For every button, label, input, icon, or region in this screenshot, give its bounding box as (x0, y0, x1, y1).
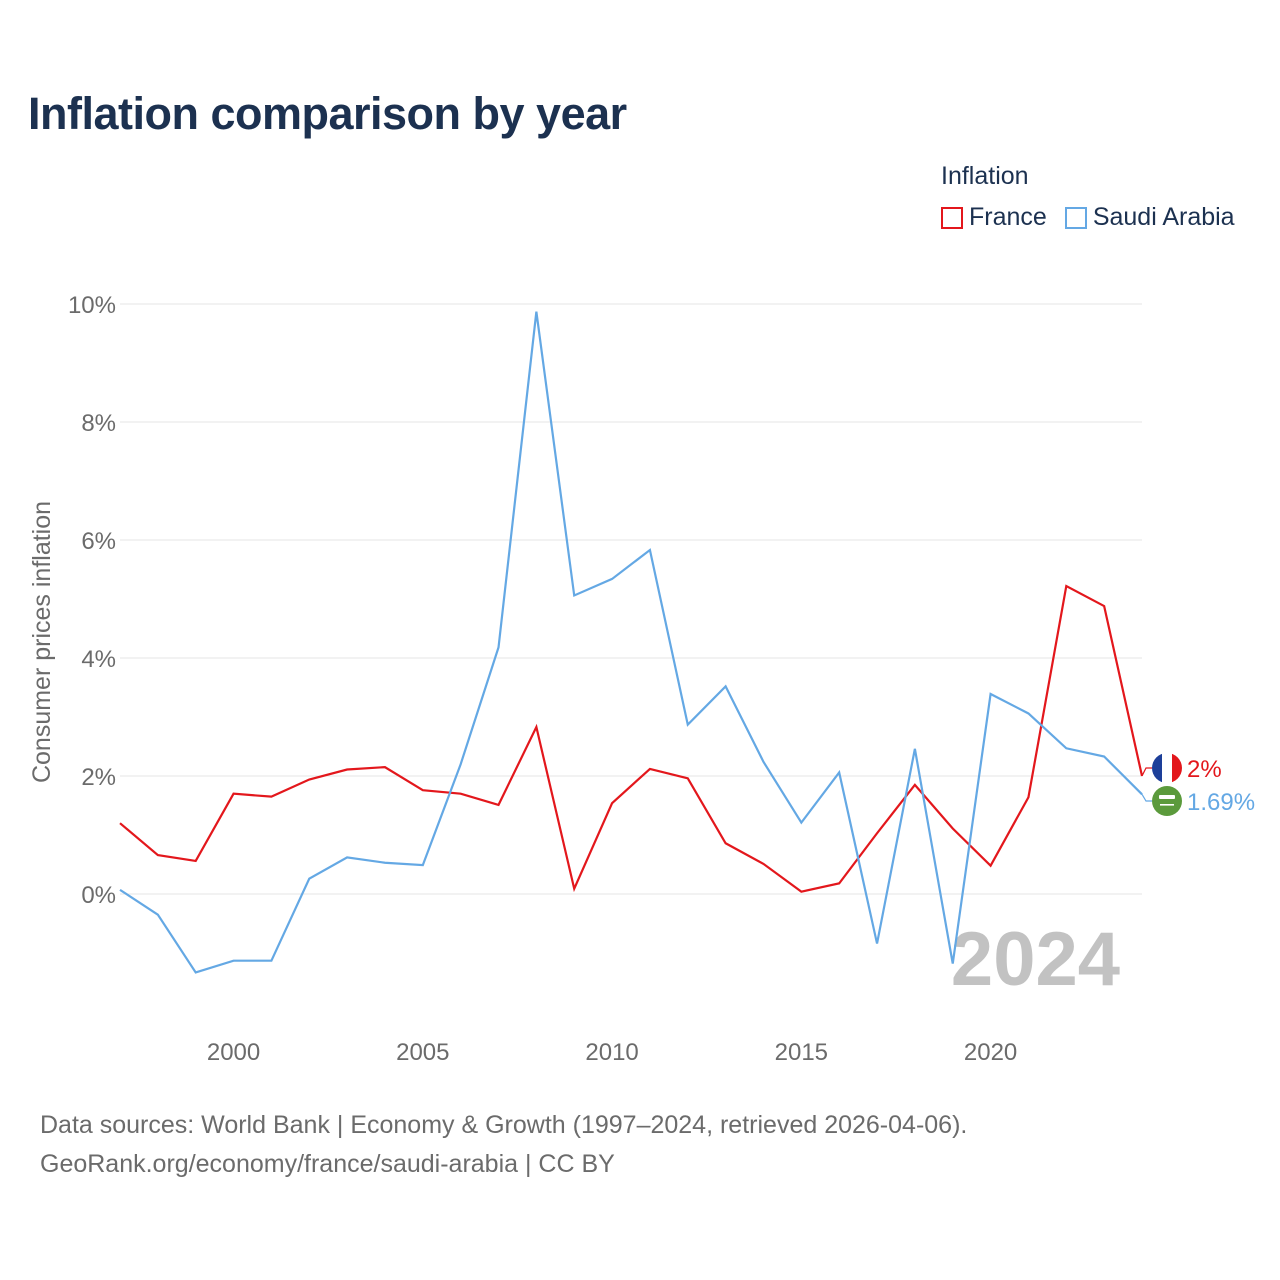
x-tick-label: 2015 (775, 1039, 828, 1066)
x-tick-label: 2010 (585, 1039, 638, 1066)
source-note: Data sources: World Bank | Economy & Gro… (40, 1106, 967, 1184)
x-axis-ticks: 2000 2005 2010 2015 2020 (207, 1039, 1017, 1066)
line-chart: 0% 2% 4% 6% 8% 10% 2000 2005 2010 2015 2020 Consu… (0, 0, 1280, 1280)
series-lines (120, 312, 1142, 973)
end-value-label: 1.69% (1187, 789, 1255, 816)
saudi-arabia-flag-icon (1152, 786, 1182, 816)
source-line-2[interactable]: GeoRank.org/economy/france/saudi-arabia … (40, 1145, 967, 1184)
end-label-connector (1142, 794, 1152, 801)
gridlines (120, 304, 1142, 894)
series-line-saudi-arabia[interactable] (120, 312, 1142, 973)
x-tick-label: 2005 (396, 1039, 449, 1066)
y-tick-label: 0% (81, 882, 116, 909)
france-flag-icon (1152, 753, 1182, 783)
year-watermark: 2024 (951, 917, 1120, 1002)
y-tick-label: 4% (81, 646, 116, 673)
y-tick-label: 6% (81, 528, 116, 555)
y-tick-label: 10% (68, 292, 116, 319)
y-axis-ticks: 0% 2% 4% 6% 8% 10% (68, 292, 116, 909)
y-tick-label: 2% (81, 764, 116, 791)
end-value-label: 2% (1187, 756, 1222, 783)
end-labels: 2% 1.69% (1142, 753, 1255, 816)
x-tick-label: 2000 (207, 1039, 260, 1066)
x-tick-label: 2020 (964, 1039, 1017, 1066)
series-line-france[interactable] (120, 586, 1142, 892)
end-label-connector (1142, 768, 1152, 776)
source-line-1: Data sources: World Bank | Economy & Gro… (40, 1106, 967, 1145)
y-axis-label: Consumer prices inflation (28, 501, 56, 783)
y-tick-label: 8% (81, 410, 116, 437)
